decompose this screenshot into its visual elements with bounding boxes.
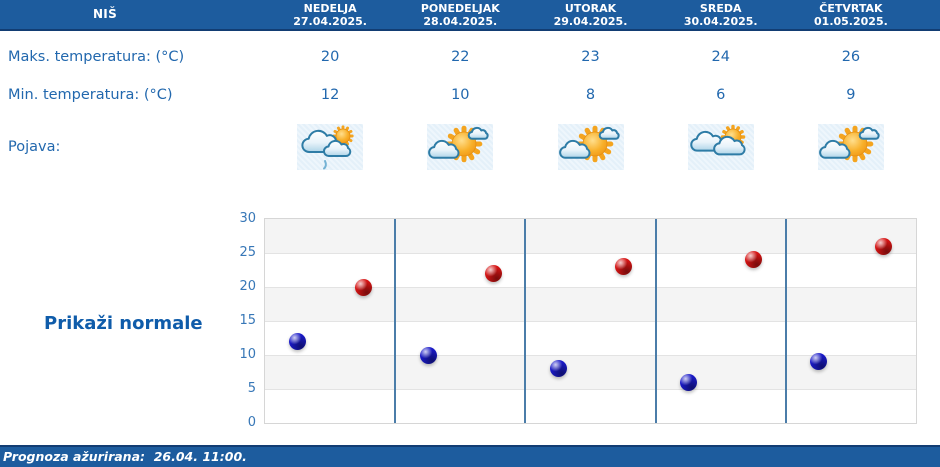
min-temp-row-label: Min. temperatura: (°C) <box>8 87 173 103</box>
day-header: ČETVRTAK 01.05.2025. <box>786 0 916 29</box>
city-name: NIŠ <box>92 7 118 21</box>
chart-band <box>265 321 916 355</box>
chart-band <box>265 389 916 423</box>
sun-with-clouds-icon <box>819 125 880 163</box>
min-temp-value: 10 <box>451 87 470 103</box>
weather-icon-box <box>297 124 364 170</box>
cloud-icon-part <box>323 139 352 157</box>
raindrop-icon-part <box>323 160 327 170</box>
y-axis-tick-label: 5 <box>247 381 256 396</box>
day-date: 29.04.2025. <box>553 15 628 28</box>
weather-icon-box <box>557 124 624 170</box>
cloud-icon-part <box>858 126 880 140</box>
weather-icon-box <box>427 124 494 170</box>
day-date: 30.04.2025. <box>683 15 758 28</box>
max-temp-row-label: Maks. temperatura: (°C) <box>8 49 185 65</box>
chart-band <box>265 287 916 321</box>
day-header: SREDA 30.04.2025. <box>656 0 786 29</box>
min-temp-value: 9 <box>846 87 856 103</box>
status-bar: Prognoza ažurirana: 26.04. 11:00. <box>0 445 940 467</box>
show-normals-button[interactable]: Prikaži normale <box>44 313 203 334</box>
weather-icon-box <box>687 124 754 170</box>
status-text: Prognoza ažurirana: 26.04. 11:00. <box>3 449 247 464</box>
day-date: 28.04.2025. <box>423 15 498 28</box>
y-axis-tick-label: 15 <box>239 313 256 328</box>
max-temp-point <box>354 278 372 296</box>
weather-icon-cell <box>656 124 786 170</box>
weather-icon-cell <box>786 124 916 170</box>
sun-cloud-rain-icon <box>301 125 354 170</box>
sun-with-clouds-icon <box>558 125 620 163</box>
chart-day-separator <box>394 219 397 423</box>
cloud-icon-part <box>712 135 746 156</box>
phenomena-row-label: Pojava: <box>8 139 61 155</box>
y-axis-tick-label: 10 <box>239 347 256 362</box>
y-axis-tick-label: 20 <box>239 279 256 294</box>
day-header: UTORAK 29.04.2025. <box>525 0 655 29</box>
chart-gridline <box>265 321 916 322</box>
day-name: ČETVRTAK <box>819 2 883 15</box>
max-temp-values-row: 20 22 23 24 26 <box>265 49 916 65</box>
max-temp-value: 24 <box>711 49 730 65</box>
min-temp-point <box>680 373 698 391</box>
min-temp-values-row: 12 10 8 6 9 <box>265 87 916 103</box>
phenomena-icons-row <box>265 124 916 170</box>
temperature-chart <box>264 218 917 424</box>
chart-gridline <box>265 355 916 356</box>
chart-band <box>265 219 916 253</box>
day-date: 01.05.2025. <box>814 15 888 28</box>
max-temp-value: 23 <box>581 49 600 65</box>
day-date: 27.04.2025. <box>293 15 367 28</box>
max-temp-point <box>614 258 632 276</box>
day-name: SREDA <box>699 2 742 15</box>
min-temp-value: 12 <box>320 87 340 103</box>
min-temp-value: 6 <box>716 87 726 103</box>
sun-with-clouds-icon <box>428 125 489 163</box>
chart-gridline <box>265 287 916 288</box>
day-name: UTORAK <box>564 2 617 15</box>
day-name: PONEDELJAK <box>420 2 500 15</box>
chart-day-separator <box>524 219 527 423</box>
day-headers: NEDELJA 27.04.2025. PONEDELJAK 28.04.2025. U… <box>265 0 916 29</box>
chart-gridline <box>265 389 916 390</box>
min-temp-point <box>810 353 828 371</box>
cloud-icon-part <box>558 139 591 159</box>
weather-icon-cell <box>265 124 395 170</box>
max-temp-point <box>875 237 893 255</box>
y-axis-tick-label: 25 <box>239 245 256 260</box>
day-name: NEDELJA <box>303 2 357 15</box>
day-header: NEDELJA 27.04.2025. <box>265 0 395 29</box>
y-axis-tick-label: 30 <box>239 211 256 226</box>
cloud-icon-part <box>428 139 460 159</box>
cloud-icon-part <box>598 126 620 140</box>
chart-day-separator <box>784 219 787 423</box>
cloud-icon-part <box>819 139 851 159</box>
max-temp-value: 26 <box>841 49 861 65</box>
min-temp-point <box>419 346 437 364</box>
min-temp-value: 8 <box>585 87 596 103</box>
clouds-with-sun-icon <box>689 124 746 156</box>
weather-icon-cell <box>395 124 525 170</box>
day-header: PONEDELJAK 28.04.2025. <box>395 0 525 29</box>
max-temp-point <box>745 251 763 269</box>
chart-band <box>265 355 916 389</box>
min-temp-point <box>549 360 567 378</box>
chart-gridline <box>265 253 916 254</box>
max-temp-value: 22 <box>451 49 470 65</box>
chart-day-separator <box>654 219 657 423</box>
cloud-icon-part <box>468 126 489 140</box>
max-temp-point <box>484 264 502 282</box>
weather-icon-cell <box>525 124 655 170</box>
chart-band <box>265 253 916 287</box>
max-temp-value: 20 <box>320 49 340 65</box>
y-axis-tick-label: 0 <box>247 415 256 430</box>
min-temp-point <box>289 332 307 350</box>
table-header-row: NIŠ NEDELJA 27.04.2025. PONEDELJAK 28.04.20… <box>0 0 940 31</box>
weather-icon-box <box>817 124 884 170</box>
sun-icon-part <box>332 125 354 147</box>
